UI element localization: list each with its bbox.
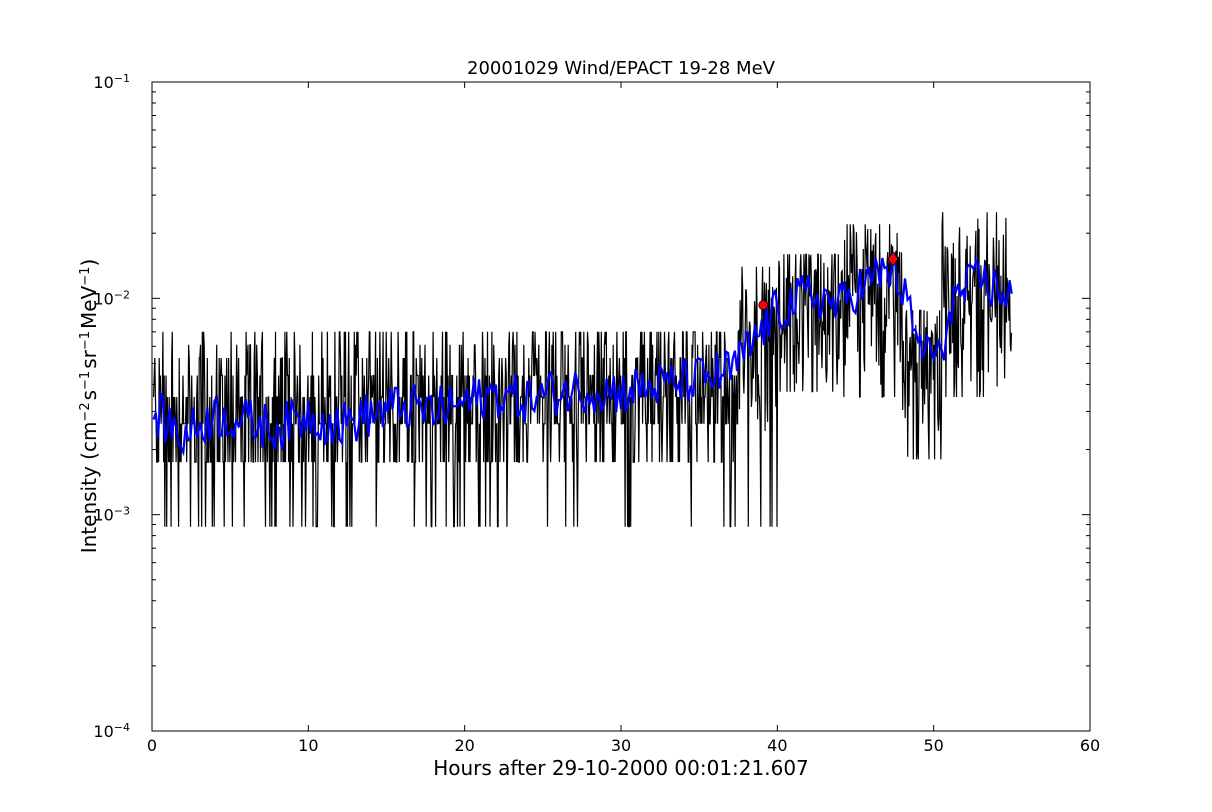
x-tick-label: 50: [923, 736, 943, 755]
x-axis-title: Hours after 29-10-2000 00:01:21.607: [433, 756, 809, 780]
y-tick-exp: −2: [114, 288, 130, 301]
y-axis-title-suffix: ): [77, 259, 101, 267]
smoothed-intensity-line: [152, 252, 1013, 457]
y-tick-exp: −1: [114, 72, 130, 85]
x-tick-label: 0: [147, 736, 157, 755]
y-tick-base: 10: [93, 73, 113, 92]
y-axis-title-sup4: −1: [78, 267, 93, 286]
x-tick-label: 20: [454, 736, 474, 755]
chart-title: 20001029 Wind/EPACT 19-28 MeV: [467, 58, 776, 79]
onset-circle-marker: [758, 300, 769, 311]
y-tick-label: 10−4: [93, 721, 130, 742]
x-tick-label: 10: [298, 736, 318, 755]
y-tick-label: 10−3: [93, 504, 130, 525]
peak-diamond-marker: [887, 251, 899, 267]
x-tick-label: 60: [1080, 736, 1100, 755]
y-tick-base: 10: [93, 722, 113, 741]
y-tick-label: 10−1: [93, 72, 130, 93]
y-axis-title-prefix: Intensity (cm: [77, 422, 101, 554]
y-tick-base: 10: [93, 506, 113, 525]
y-axis-title-sup2: −1: [78, 371, 93, 390]
y-axis-title-sup1: −2: [78, 402, 93, 421]
y-axis-title-mid3: MeV: [77, 285, 101, 329]
y-axis-title: Intensity (cm−2s−1sr−1MeV−1): [77, 259, 101, 554]
y-axis-title-sup3: −1: [78, 331, 93, 350]
y-tick-exp: −4: [114, 721, 130, 734]
y-tick-exp: −3: [114, 504, 130, 517]
x-tick-label: 40: [767, 736, 787, 755]
y-axis-title-mid1: s: [77, 390, 101, 400]
y-tick-base: 10: [93, 289, 113, 308]
y-tick-label: 10−2: [93, 288, 130, 309]
raw-intensity-line: [153, 212, 1013, 528]
y-axis-title-mid2: sr: [77, 349, 101, 368]
x-tick-label: 30: [611, 736, 631, 755]
